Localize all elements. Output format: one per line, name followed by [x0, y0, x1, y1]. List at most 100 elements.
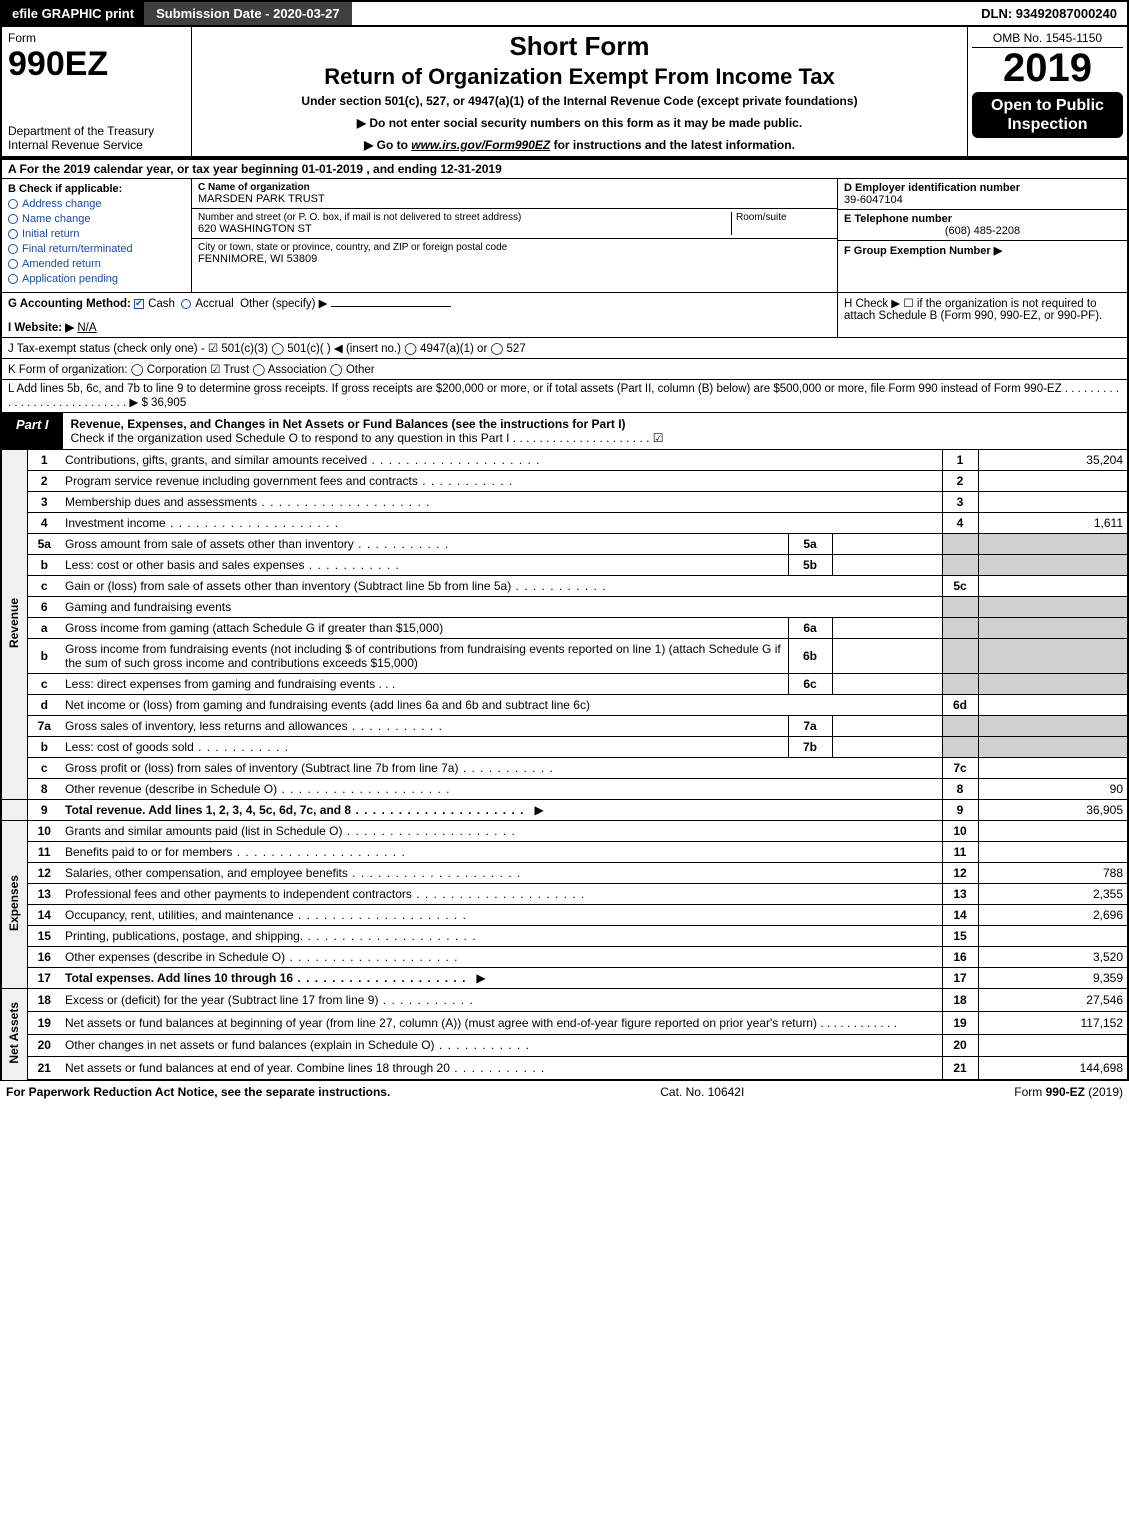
- l5b-num: b: [27, 555, 61, 576]
- topbar-left: efile GRAPHIC print Submission Date - 20…: [2, 2, 352, 25]
- l12-text: Salaries, other compensation, and employ…: [61, 863, 942, 884]
- l7a-mv: [832, 716, 942, 737]
- chk-amended-return[interactable]: Amended return: [8, 258, 185, 270]
- l5c-num: c: [27, 576, 61, 597]
- short-form-title: Short Form: [200, 31, 959, 62]
- l1-text: Contributions, gifts, grants, and simila…: [61, 450, 942, 471]
- l11-val: [978, 842, 1128, 863]
- l4-num: 4: [27, 513, 61, 534]
- l18-val: 27,546: [978, 989, 1128, 1012]
- l6c-vpad: [978, 674, 1128, 695]
- l17-text: Total expenses. Add lines 10 through 16 …: [61, 968, 942, 989]
- footer-left: For Paperwork Reduction Act Notice, see …: [6, 1085, 390, 1099]
- l13-rn: 13: [942, 884, 978, 905]
- l16-rn: 16: [942, 947, 978, 968]
- l21-val: 144,698: [978, 1057, 1128, 1080]
- l6a-mv: [832, 618, 942, 639]
- goto-pre: ▶ Go to: [364, 138, 411, 152]
- l8-num: 8: [27, 779, 61, 800]
- box-d: D Employer identification number 39-6047…: [838, 179, 1127, 210]
- l6b-vpad: [978, 639, 1128, 674]
- l14-rn: 14: [942, 905, 978, 926]
- l5a-sn: 5a: [788, 534, 832, 555]
- box-def: D Employer identification number 39-6047…: [837, 179, 1127, 292]
- efile-print-label[interactable]: efile GRAPHIC print: [2, 2, 144, 25]
- l20-text: Other changes in net assets or fund bala…: [61, 1034, 942, 1057]
- l2-rn: 2: [942, 471, 978, 492]
- l12-num: 12: [27, 863, 61, 884]
- row-g: G Accounting Method: Cash Accrual Other …: [2, 293, 837, 337]
- l4-rn: 4: [942, 513, 978, 534]
- l5a-num: 5a: [27, 534, 61, 555]
- l20-val: [978, 1034, 1128, 1057]
- l15-val: [978, 926, 1128, 947]
- rev-tab-end: [1, 800, 27, 821]
- box-b-checklist: Address change Name change Initial retur…: [8, 198, 185, 285]
- l16-num: 16: [27, 947, 61, 968]
- l6c-text: Less: direct expenses from gaming and fu…: [61, 674, 788, 695]
- l6-rpad: [942, 597, 978, 618]
- l19-val: 117,152: [978, 1011, 1128, 1034]
- l5a-rpad: [942, 534, 978, 555]
- l6c-mv: [832, 674, 942, 695]
- l18-rn: 18: [942, 989, 978, 1012]
- l7b-mv: [832, 737, 942, 758]
- l3-rn: 3: [942, 492, 978, 513]
- l13-num: 13: [27, 884, 61, 905]
- box-c: C Name of organization MARSDEN PARK TRUS…: [192, 179, 837, 292]
- l19-rn: 19: [942, 1011, 978, 1034]
- chk-final-return[interactable]: Final return/terminated: [8, 243, 185, 255]
- l17-rn: 17: [942, 968, 978, 989]
- l11-rn: 11: [942, 842, 978, 863]
- box-f: F Group Exemption Number ▶: [838, 241, 1127, 260]
- addr-cell: Number and street (or P. O. box, if mail…: [192, 209, 837, 239]
- g-other[interactable]: Other (specify) ▶: [240, 298, 327, 310]
- l6d-num: d: [27, 695, 61, 716]
- l6c-num: c: [27, 674, 61, 695]
- l2-num: 2: [27, 471, 61, 492]
- org-name-label: C Name of organization: [198, 182, 831, 193]
- chk-address-change[interactable]: Address change: [8, 198, 185, 210]
- l5a-vpad: [978, 534, 1128, 555]
- l9-rn: 9: [942, 800, 978, 821]
- l2-text: Program service revenue including govern…: [61, 471, 942, 492]
- l5a-text: Gross amount from sale of assets other t…: [61, 534, 788, 555]
- l3-val: [978, 492, 1128, 513]
- goto-post: for instructions and the latest informat…: [550, 138, 795, 152]
- l6b-text: Gross income from fundraising events (no…: [61, 639, 788, 674]
- l16-text: Other expenses (describe in Schedule O): [61, 947, 942, 968]
- l5a-mv: [832, 534, 942, 555]
- addr-value: 620 WASHINGTON ST: [198, 223, 731, 235]
- l7b-text: Less: cost of goods sold: [61, 737, 788, 758]
- l1-val: 35,204: [978, 450, 1128, 471]
- l10-num: 10: [27, 821, 61, 842]
- l16-val: 3,520: [978, 947, 1128, 968]
- l18-text: Excess or (deficit) for the year (Subtra…: [61, 989, 942, 1012]
- part-i-check: Check if the organization used Schedule …: [71, 431, 664, 445]
- chk-initial-return[interactable]: Initial return: [8, 228, 185, 240]
- l4-val: 1,611: [978, 513, 1128, 534]
- irs-label: Internal Revenue Service: [8, 138, 185, 152]
- l7c-rn: 7c: [942, 758, 978, 779]
- l7a-vpad: [978, 716, 1128, 737]
- g-cash[interactable]: Cash: [134, 298, 175, 310]
- l15-text: Printing, publications, postage, and shi…: [61, 926, 942, 947]
- l7b-rpad: [942, 737, 978, 758]
- footer-right: Form 990-EZ (2019): [1014, 1085, 1123, 1099]
- g-accrual[interactable]: Accrual: [181, 298, 233, 310]
- l8-val: 90: [978, 779, 1128, 800]
- l6b-mv: [832, 639, 942, 674]
- l21-rn: 21: [942, 1057, 978, 1080]
- part-i-label: Part I: [2, 413, 63, 449]
- l7c-val: [978, 758, 1128, 779]
- irs-link[interactable]: www.irs.gov/Form990EZ: [411, 138, 550, 152]
- part-i-desc: Revenue, Expenses, and Changes in Net As…: [63, 413, 1127, 449]
- l7b-vpad: [978, 737, 1128, 758]
- l15-rn: 15: [942, 926, 978, 947]
- chk-application-pending[interactable]: Application pending: [8, 273, 185, 285]
- chk-name-change[interactable]: Name change: [8, 213, 185, 225]
- row-j: J Tax-exempt status (check only one) - ☑…: [0, 338, 1129, 359]
- l6d-text: Net income or (loss) from gaming and fun…: [61, 695, 942, 716]
- l11-text: Benefits paid to or for members: [61, 842, 942, 863]
- return-title: Return of Organization Exempt From Incom…: [200, 64, 959, 90]
